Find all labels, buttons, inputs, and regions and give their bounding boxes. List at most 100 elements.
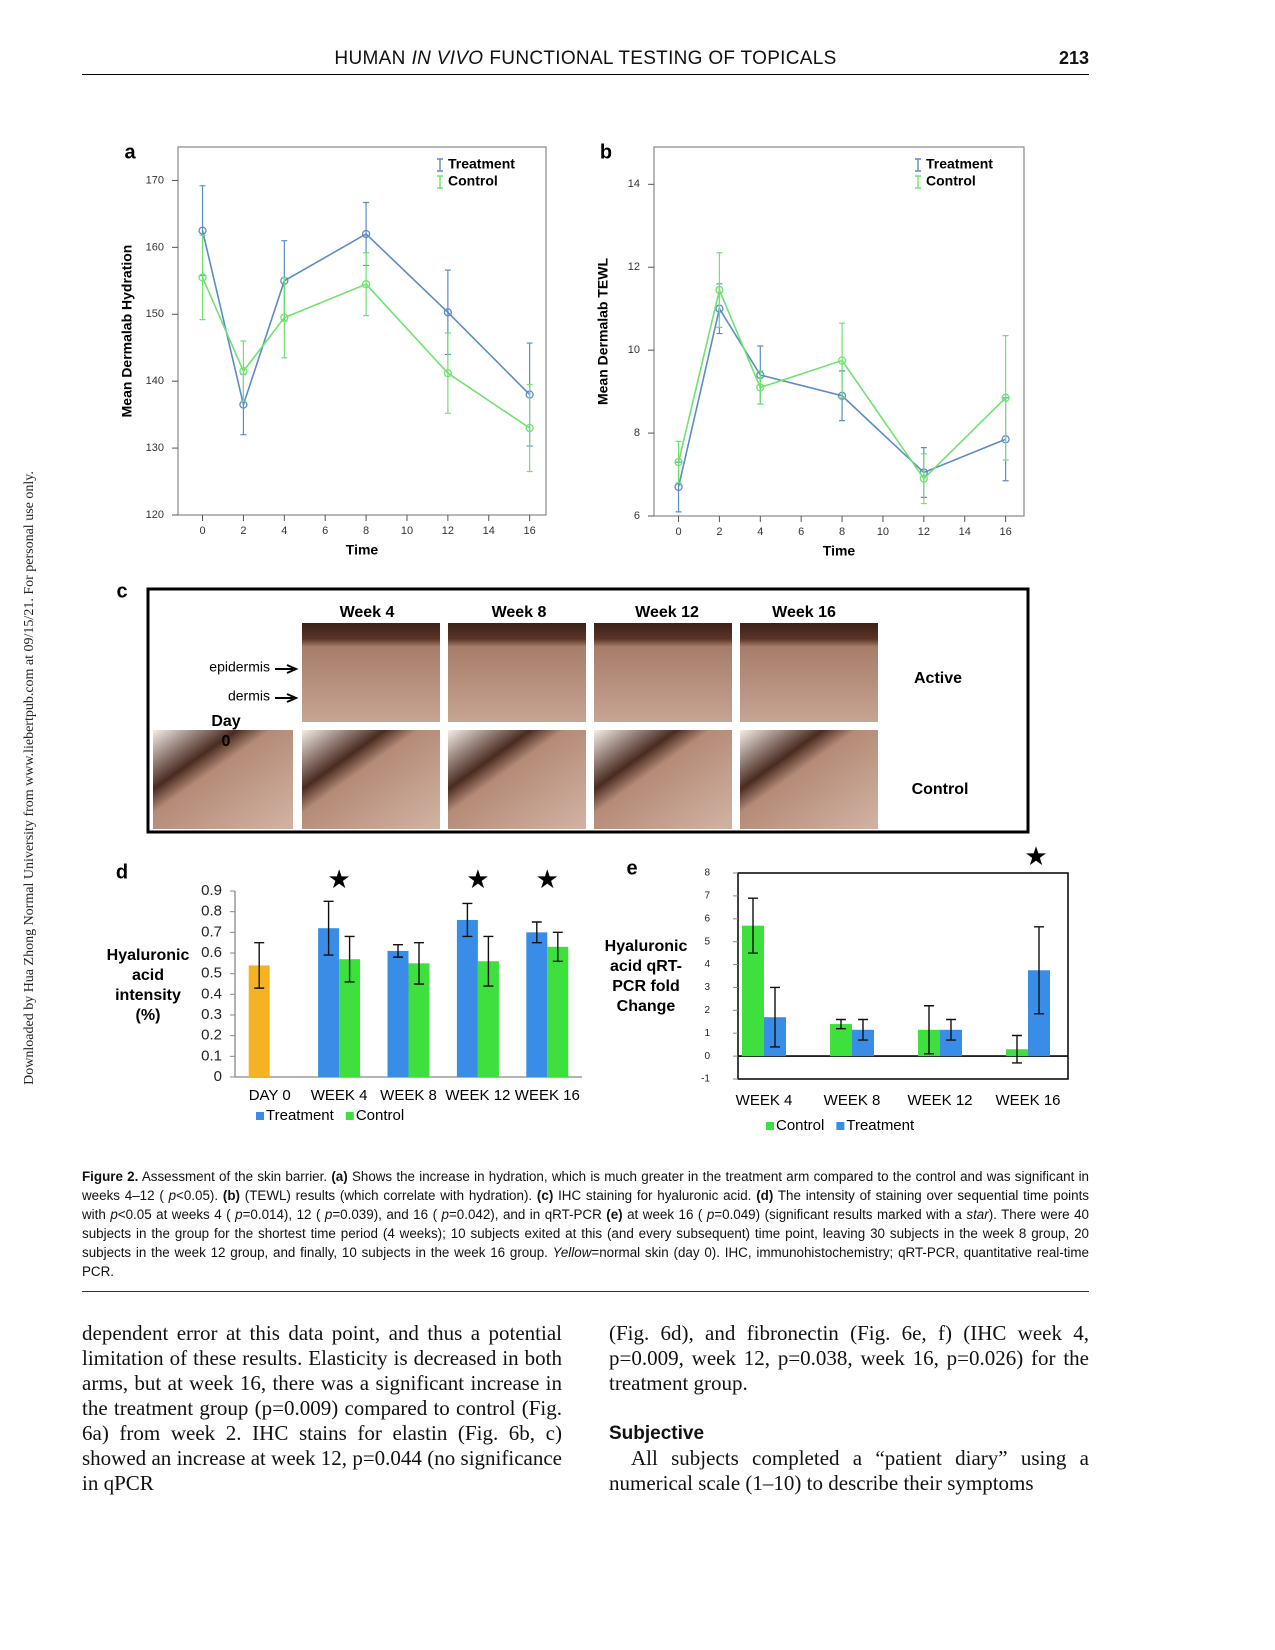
caption-text: (b) bbox=[222, 1188, 240, 1203]
series-line bbox=[201, 277, 531, 429]
data-point bbox=[361, 280, 371, 289]
y-tick-label: 0.7 bbox=[201, 923, 222, 940]
legend-swatch bbox=[345, 1112, 354, 1120]
error-bar bbox=[323, 900, 334, 956]
legend-swatch bbox=[836, 1122, 845, 1130]
row-label: Control bbox=[912, 781, 969, 798]
error-bar bbox=[946, 1018, 956, 1041]
data-point bbox=[525, 423, 534, 433]
page-number: 213 bbox=[1058, 48, 1089, 68]
y-tick-label: 0 bbox=[704, 1051, 710, 1062]
error-bar bbox=[1012, 1034, 1022, 1064]
caption-text: <0.05). bbox=[176, 1188, 223, 1203]
y-tick-label: 120 bbox=[146, 509, 164, 521]
error-bar bbox=[716, 252, 723, 328]
arrow bbox=[275, 664, 299, 674]
x-tick-label: 10 bbox=[401, 525, 413, 537]
micrograph bbox=[302, 730, 440, 829]
x-tick-label: DAY 0 bbox=[249, 1087, 291, 1104]
plot-frame bbox=[653, 146, 1025, 517]
x-tick-label: 0 bbox=[199, 525, 205, 537]
x-tick-label: WEEK 12 bbox=[445, 1087, 510, 1104]
x-tick-label: WEEK 8 bbox=[824, 1092, 881, 1109]
caption-text: p bbox=[324, 1207, 333, 1222]
data-point bbox=[1001, 393, 1010, 402]
caption-text: (e) bbox=[606, 1207, 623, 1222]
y-tick-label: 0.4 bbox=[201, 985, 222, 1002]
bar bbox=[248, 965, 270, 1077]
legend-label: Control bbox=[776, 1117, 824, 1134]
legend-symbol bbox=[915, 158, 921, 172]
y-tick-label: 6 bbox=[634, 510, 640, 522]
legend-symbol bbox=[437, 158, 443, 172]
y-tick-label: 3 bbox=[704, 982, 710, 993]
legend-label: Control bbox=[448, 173, 498, 189]
series-line bbox=[677, 306, 1006, 488]
x-tick-label: 2 bbox=[716, 526, 722, 538]
y-axis-label: acid bbox=[132, 967, 164, 984]
caption-text: p bbox=[441, 1207, 449, 1222]
x-tick-label: 4 bbox=[281, 525, 287, 537]
x-tick-label: 4 bbox=[757, 526, 763, 538]
error-bar bbox=[1034, 926, 1044, 1015]
error-bar bbox=[393, 944, 403, 958]
y-tick-label: 4 bbox=[704, 959, 710, 970]
y-tick-label: 0.9 bbox=[201, 882, 222, 899]
series-line bbox=[677, 287, 1007, 480]
y-axis-label: Mean Dermalab TEWL bbox=[595, 258, 611, 405]
caption-text: p bbox=[168, 1188, 177, 1203]
y-tick-label: 0.6 bbox=[201, 944, 222, 961]
bar bbox=[830, 1024, 852, 1057]
data-point bbox=[239, 366, 248, 376]
caption-text: Yellow bbox=[552, 1245, 592, 1260]
caption-text: =normal skin (day 0). IHC, immunohistoch… bbox=[82, 1245, 1089, 1279]
error-bar bbox=[526, 383, 533, 473]
caption-text: (TEWL) results (which correlate with hyd… bbox=[239, 1188, 537, 1203]
micrograph bbox=[740, 623, 878, 722]
x-axis-label: Time bbox=[823, 543, 856, 559]
error-bar bbox=[240, 340, 247, 402]
legend-symbol bbox=[915, 175, 921, 189]
y-tick-label: 0.2 bbox=[201, 1027, 222, 1044]
bar bbox=[477, 961, 499, 1077]
legend-label: Treatment bbox=[926, 156, 993, 172]
significance-marker: ★ bbox=[327, 864, 350, 894]
y-tick-label: 8 bbox=[634, 427, 640, 439]
title-part: IN VIVO bbox=[411, 48, 484, 69]
annotation: dermis bbox=[228, 688, 270, 704]
caption-text: Figure 2. bbox=[82, 1169, 139, 1184]
error-bar bbox=[531, 921, 542, 944]
caption-text: Assessment of the skin barrier. bbox=[138, 1169, 332, 1184]
bar bbox=[339, 959, 361, 1077]
panel-letter: a bbox=[124, 141, 136, 163]
y-tick-label: 2 bbox=[704, 1005, 710, 1016]
data-point bbox=[280, 313, 289, 322]
caption-text: IHC staining for hyaluronic acid. bbox=[553, 1188, 757, 1203]
significance-marker: ★ bbox=[536, 864, 559, 894]
plot-frame bbox=[737, 872, 1069, 1080]
caption-text: p bbox=[235, 1207, 243, 1222]
legend-label: Treatment bbox=[448, 156, 515, 172]
legend-label: Treatment bbox=[266, 1107, 335, 1124]
title-part: FUNCTIONAL TESTING OF TOPICALS bbox=[489, 48, 837, 69]
caption-text: =0.039), and 16 ( bbox=[332, 1207, 442, 1222]
y-axis-label: Hyaluronic bbox=[605, 938, 688, 955]
y-axis-label: (%) bbox=[136, 1007, 161, 1024]
y-axis-label: Change bbox=[617, 998, 676, 1015]
micrograph bbox=[594, 730, 732, 829]
data-point bbox=[837, 356, 847, 365]
paragraph: All subjects completed a “patient diary”… bbox=[609, 1446, 1089, 1495]
caption-text: p bbox=[110, 1207, 118, 1222]
x-tick-label: WEEK 8 bbox=[380, 1087, 437, 1104]
micrograph bbox=[153, 730, 293, 829]
bar bbox=[547, 946, 569, 1077]
figure: c Week 4 Week 8 Week 12 Week 16 Active C… bbox=[107, 141, 1069, 1134]
bar bbox=[318, 928, 340, 1077]
x-tick-label: 6 bbox=[322, 525, 328, 537]
micrograph bbox=[448, 730, 586, 829]
arrow bbox=[275, 693, 299, 703]
y-tick-label: 130 bbox=[146, 442, 164, 454]
caption-text: (c) bbox=[536, 1188, 554, 1203]
caption-text: at week 16 ( bbox=[622, 1207, 707, 1222]
section-heading: Subjective bbox=[609, 1423, 705, 1444]
